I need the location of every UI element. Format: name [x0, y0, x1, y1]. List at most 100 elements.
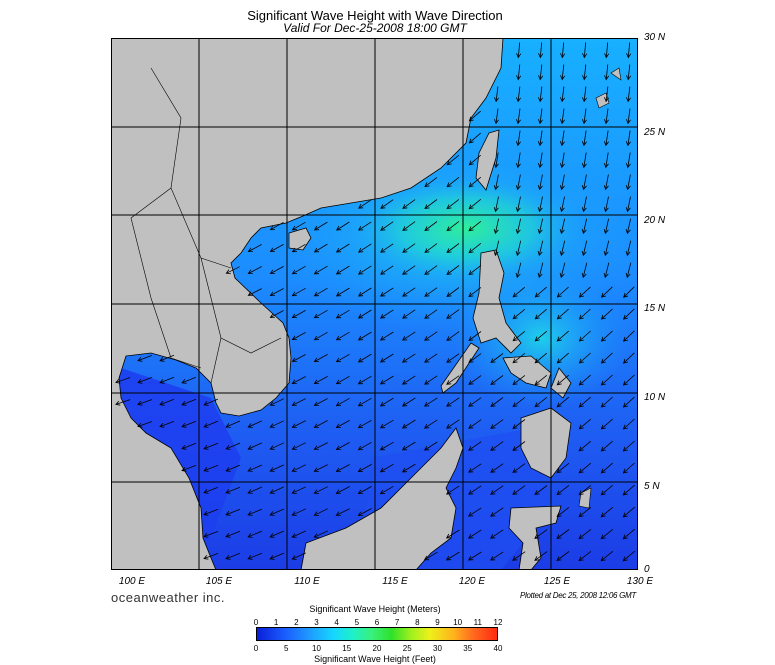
wave-direction-arrow-icon	[335, 508, 350, 516]
wave-direction-arrow-icon	[424, 309, 438, 319]
wave-direction-arrow-icon	[379, 441, 394, 451]
wave-direction-arrow-icon	[537, 174, 543, 191]
wave-direction-arrow-icon	[203, 486, 219, 494]
colorbar-meters-tick: 4	[334, 618, 339, 627]
wave-direction-arrow-icon	[380, 331, 394, 341]
wave-direction-arrow-icon	[556, 485, 570, 496]
colorbar-meters-tick: 12	[493, 618, 503, 627]
wave-direction-arrow-icon	[313, 442, 328, 450]
wave-direction-arrow-icon	[556, 352, 569, 364]
wave-direction-arrow-icon	[582, 86, 588, 103]
map-title: Significant Wave Height with Wave Direct…	[247, 8, 503, 23]
wave-direction-arrow-icon	[313, 287, 328, 297]
wave-direction-arrow-icon	[626, 64, 632, 81]
colorbar-title-meters: Significant Wave Height (Meters)	[309, 604, 441, 614]
wave-direction-arrow-icon	[515, 196, 521, 213]
wave-direction-arrow-icon	[603, 218, 609, 235]
wave-direction-arrow-icon	[468, 419, 482, 429]
wave-direction-arrow-icon	[357, 375, 372, 385]
wave-direction-arrow-icon	[247, 508, 263, 516]
wave-direction-arrow-icon	[269, 442, 284, 450]
wave-direction-arrow-icon	[622, 484, 635, 496]
wave-direction-arrow-icon	[578, 506, 592, 518]
wave-direction-arrow-icon	[468, 551, 482, 561]
wave-direction-arrow-icon	[600, 550, 614, 562]
wave-direction-arrow-icon	[512, 330, 526, 342]
wave-direction-arrow-icon	[515, 152, 521, 169]
wave-direction-arrow-icon	[556, 396, 570, 408]
wave-direction-arrow-icon	[269, 244, 284, 252]
wave-direction-arrow-icon	[335, 442, 350, 450]
wave-direction-arrow-icon	[512, 286, 526, 298]
wave-direction-arrow-icon	[560, 64, 566, 81]
wave-direction-arrow-icon	[181, 398, 197, 406]
wave-direction-arrow-icon	[468, 132, 481, 144]
wave-direction-arrow-icon	[402, 221, 416, 231]
wave-direction-arrow-icon	[379, 397, 394, 407]
lon-label-100e: 100 E	[118, 576, 146, 587]
colorbar-feet-tick: 5	[284, 644, 289, 653]
wave-direction-arrow-icon	[247, 420, 262, 428]
wave-direction-arrow-icon	[379, 375, 394, 385]
wave-direction-arrow-icon	[622, 506, 635, 518]
wave-direction-arrow-icon	[626, 86, 632, 103]
wave-direction-arrow-icon	[622, 550, 636, 562]
wave-direction-arrow-icon	[181, 420, 197, 428]
wave-direction-arrow-icon	[534, 286, 547, 298]
wave-direction-arrow-icon	[291, 265, 306, 275]
wave-direction-arrow-icon	[159, 376, 175, 384]
wave-direction-arrow-icon	[625, 130, 631, 147]
wave-direction-arrow-icon	[493, 196, 499, 213]
wave-direction-arrow-icon	[335, 331, 350, 341]
wave-direction-arrow-icon	[247, 486, 263, 494]
wave-direction-arrow-icon	[446, 221, 460, 232]
wave-direction-arrow-icon	[402, 287, 416, 297]
wave-direction-arrow-icon	[468, 375, 482, 385]
wave-direction-arrow-icon	[357, 508, 372, 516]
wave-direction-arrow-icon	[357, 419, 372, 429]
wave-direction-arrow-icon	[625, 262, 632, 279]
wave-direction-arrow-icon	[560, 42, 566, 59]
wave-direction-arrow-icon	[515, 130, 521, 147]
wave-direction-arrow-icon	[358, 243, 372, 253]
wave-direction-arrow-icon	[291, 376, 306, 384]
wave-direction-arrow-icon	[600, 440, 613, 452]
wave-direction-arrow-icon	[559, 240, 566, 257]
wave-direction-arrow-icon	[622, 528, 635, 540]
wave-direction-arrow-icon	[625, 196, 631, 213]
wave-direction-arrow-icon	[424, 177, 438, 188]
wave-direction-arrow-icon	[556, 308, 569, 320]
wave-direction-arrow-icon	[493, 174, 499, 191]
wave-direction-arrow-icon	[604, 86, 610, 103]
wave-direction-arrow-icon	[291, 508, 306, 516]
wave-direction-arrow-icon	[269, 221, 284, 231]
wave-direction-arrow-icon	[446, 265, 460, 275]
wave-direction-arrow-icon	[291, 420, 306, 428]
wave-direction-arrow-icon	[515, 240, 522, 257]
colorbar-meters-tick: 6	[374, 618, 380, 627]
wave-direction-arrow-icon	[490, 441, 504, 451]
wave-direction-arrow-icon	[424, 397, 438, 407]
wave-direction-arrow-icon	[512, 463, 526, 473]
wave-direction-arrow-icon	[203, 464, 219, 472]
wave-direction-arrow-icon	[603, 130, 609, 147]
wave-direction-arrow-icon	[247, 244, 262, 252]
lat-label-10n: 10 N	[644, 392, 666, 403]
wave-direction-arrow-icon	[313, 265, 328, 275]
wave-direction-arrow-icon	[357, 464, 372, 472]
wave-direction-arrow-icon	[269, 288, 284, 296]
wave-direction-arrow-icon	[578, 484, 592, 496]
wave-direction-arrow-icon	[247, 266, 262, 274]
wave-direction-arrow-icon	[581, 262, 588, 279]
wave-direction-arrow-icon	[537, 152, 543, 169]
wave-direction-arrow-icon	[380, 265, 394, 275]
wave-direction-arrow-icon	[291, 464, 306, 472]
wave-direction-arrow-icon	[225, 442, 241, 450]
wave-direction-arrow-icon	[335, 287, 350, 297]
wave-direction-arrow-icon	[269, 398, 284, 406]
wave-direction-arrow-icon	[269, 420, 284, 428]
wave-direction-arrow-icon	[379, 353, 394, 363]
wave-direction-arrow-icon	[512, 375, 526, 386]
wave-direction-arrow-icon	[468, 507, 482, 517]
wave-direction-arrow-icon	[490, 397, 504, 408]
